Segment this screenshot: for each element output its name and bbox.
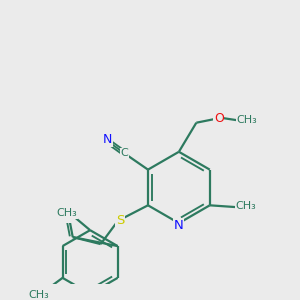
Text: CH₃: CH₃ [56, 208, 77, 218]
Text: CH₃: CH₃ [236, 202, 256, 212]
Text: O: O [64, 209, 74, 222]
Text: CH₃: CH₃ [236, 115, 257, 124]
Text: C: C [121, 148, 129, 158]
Text: S: S [116, 214, 124, 226]
Text: O: O [214, 112, 224, 124]
Text: N: N [103, 133, 112, 146]
Text: N: N [174, 219, 184, 232]
Text: CH₃: CH₃ [28, 290, 49, 300]
